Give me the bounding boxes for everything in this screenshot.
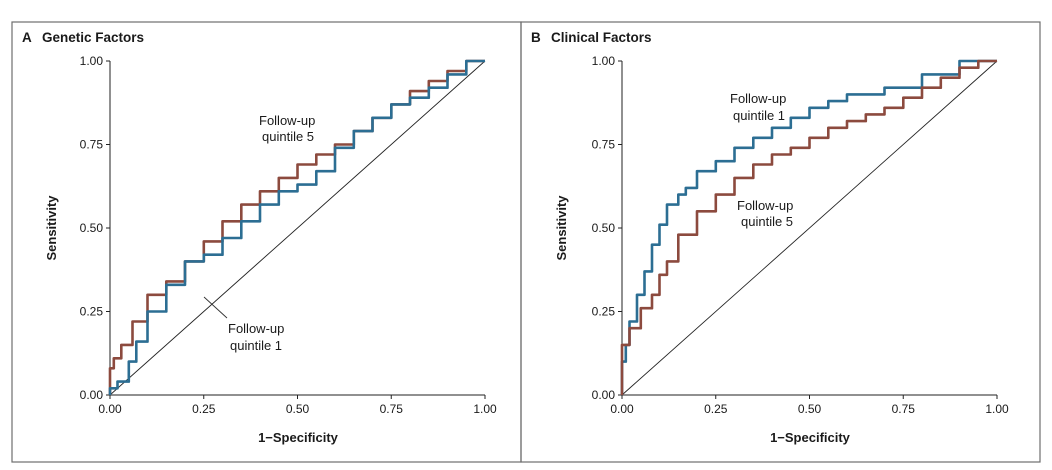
reference-diagonal-line (621, 60, 998, 396)
x-tick-label: 0.50 (286, 402, 310, 416)
reference-diagonal-line (109, 60, 486, 396)
annotation-label-line: quintile 5 (262, 129, 314, 144)
x-tick-label: 0.00 (98, 402, 122, 416)
annotation-label-line: quintile 5 (741, 214, 793, 229)
x-tick-label: 0.25 (704, 402, 728, 416)
y-tick-label: 0.50 (80, 221, 104, 235)
x-tick-label: 0.00 (610, 402, 634, 416)
y-axis-title: Sensitivity (44, 195, 59, 261)
x-tick-label: 0.25 (192, 402, 216, 416)
panel-letter: B (531, 30, 541, 45)
y-tick-label: 0.50 (592, 221, 616, 235)
y-tick-label: 0.75 (592, 138, 616, 152)
y-tick-label: 0.25 (592, 305, 616, 319)
panel-title: Clinical Factors (551, 30, 652, 45)
x-tick-label: 0.50 (798, 402, 822, 416)
x-axis-title: 1−Specificity (258, 430, 339, 445)
panel-letter: A (22, 30, 32, 45)
y-tick-label: 0.00 (592, 388, 616, 402)
annotation-label-line: quintile 1 (733, 108, 785, 123)
annotation-label-line: Follow-up (228, 321, 284, 336)
y-tick-label: 0.25 (80, 305, 104, 319)
y-axis-title: Sensitivity (554, 195, 569, 261)
annotation-label-line: quintile 1 (230, 338, 282, 353)
roc-curve-series (108, 59, 485, 395)
roc-curve-series (620, 59, 997, 395)
panel-title: Genetic Factors (42, 30, 144, 45)
panel-genetic-factors: A Genetic Factors 1−Specificity Sensitiv… (11, 21, 522, 463)
x-tick-label: 1.00 (473, 402, 497, 416)
x-tick-label: 1.00 (985, 402, 1009, 416)
panel-frame (520, 21, 1041, 463)
y-tick-label: 0.00 (80, 388, 104, 402)
x-axis-title: 1−Specificity (770, 430, 851, 445)
x-tick-label: 0.75 (892, 402, 916, 416)
annotation-label-line: Follow-up (737, 198, 793, 213)
y-tick-label: 1.00 (80, 54, 104, 68)
plot-area: 0.00 0.25 0.50 0.75 1.00 0.00 0.25 0.50 0.75 1.00 (592, 54, 1009, 416)
panel-clinical-factors: B Clinical Factors 1−Specificity Sensiti… (520, 21, 1041, 463)
y-tick-label: 1.00 (592, 54, 616, 68)
annotation-label-line: Follow-up (259, 113, 315, 128)
annotation-label-line: Follow-up (730, 91, 786, 106)
roc-curve-series (620, 59, 997, 395)
annotation-leader (203, 296, 228, 319)
y-tick-label: 0.75 (80, 138, 104, 152)
x-tick-label: 0.75 (380, 402, 404, 416)
plot-area: 0.00 0.25 0.50 0.75 1.00 0.00 0.25 0.50 0.75 1.00 (80, 54, 497, 416)
